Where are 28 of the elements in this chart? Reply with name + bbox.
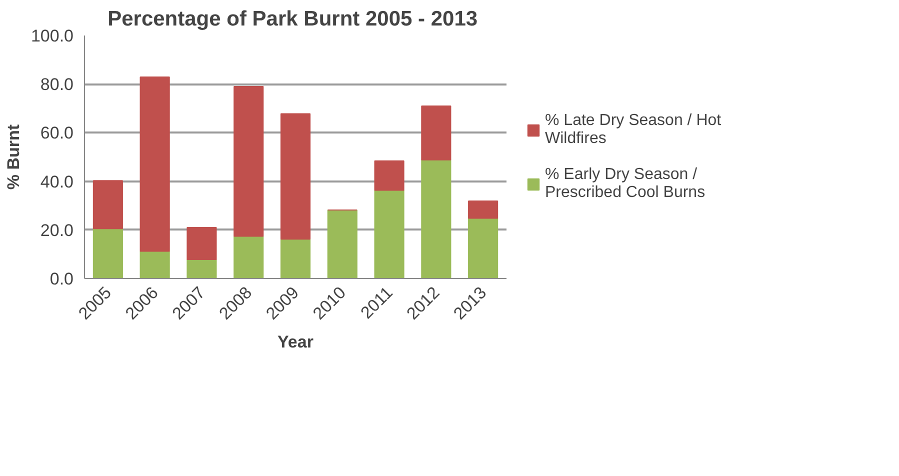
bar <box>186 259 217 278</box>
bar <box>280 238 311 278</box>
chart-title: Percentage of Park Burnt 2005 - 2013 <box>108 8 478 30</box>
x-axis-title: Year <box>278 332 314 352</box>
bar <box>234 236 264 278</box>
bar <box>92 228 123 278</box>
y-tick-label: 20.0 <box>40 220 74 240</box>
legend-label: % Early Dry Season / Prescribed Cool Burns <box>545 166 706 202</box>
bar <box>140 250 170 278</box>
legend-label: % Late Dry Season / Hot Wildfires <box>545 112 722 148</box>
y-axis-title: % Burnt <box>4 124 23 190</box>
bar <box>421 159 452 278</box>
bar <box>140 76 170 252</box>
bar <box>280 113 311 240</box>
bar <box>186 226 217 260</box>
bar <box>468 218 498 278</box>
bar <box>374 190 404 278</box>
bar <box>421 105 452 160</box>
y-tick-label: 0.0 <box>50 270 74 288</box>
y-tick-label: 80.0 <box>40 75 74 94</box>
y-tick-label: 60.0 <box>40 124 74 143</box>
bar <box>327 209 358 278</box>
bar <box>468 200 498 219</box>
bar <box>92 180 123 230</box>
bar <box>374 160 404 191</box>
bar <box>234 86 264 237</box>
y-tick-label: 40.0 <box>40 172 74 192</box>
y-tick-label: 100.0 <box>30 26 74 46</box>
